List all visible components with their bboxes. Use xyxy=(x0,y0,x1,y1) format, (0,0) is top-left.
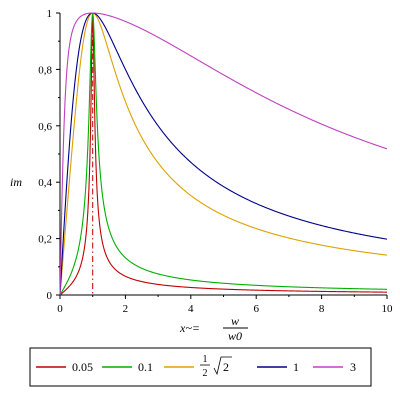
x-tick-label: 4 xyxy=(188,303,194,315)
legend-label-half-root2: 1 2 2 xyxy=(200,354,232,379)
y-tick-label: 0,6 xyxy=(38,121,52,133)
x-tick-label: 8 xyxy=(319,303,325,315)
x-tick-label: 2 xyxy=(123,303,129,315)
y-tick-label: 0 xyxy=(47,290,53,302)
axes xyxy=(59,13,387,296)
y-tick-label: 1 xyxy=(47,8,53,20)
series-line-1-2-2 xyxy=(59,12,388,295)
x-axis-label-numerator: w xyxy=(231,314,239,328)
x-axis-label-prefix: x~= xyxy=(179,321,200,335)
ticks: 0 2 4 6 8 10 0 0,2 0,4 0,6 0,8 1 xyxy=(38,8,393,315)
x-tick-label: 0 xyxy=(57,303,63,315)
legend-label-0.1: 0.1 xyxy=(138,360,153,374)
legend-fraction-numerator: 1 xyxy=(203,354,208,365)
legend-sqrt-icon xyxy=(213,356,232,376)
legend-fraction-denominator: 2 xyxy=(203,368,208,379)
series-line-0-05 xyxy=(59,12,387,296)
series-lines xyxy=(59,12,388,296)
series-line-0-1 xyxy=(59,12,388,296)
series-line-3 xyxy=(59,12,388,295)
series-line-1 xyxy=(59,12,388,295)
y-axis-label: im xyxy=(10,175,22,189)
legend-label-3: 3 xyxy=(350,360,356,374)
y-tick-label: 0,2 xyxy=(38,234,52,246)
x-axis-label: x~= w w0 xyxy=(179,314,248,343)
x-axis-label-denominator: w0 xyxy=(228,329,242,343)
x-tick-label: 10 xyxy=(382,303,394,315)
y-tick-label: 0,4 xyxy=(38,177,52,189)
x-tick-label: 6 xyxy=(253,303,259,315)
legend-label-0.05: 0.05 xyxy=(72,360,93,374)
legend-sqrt-radicand: 2 xyxy=(223,360,229,374)
y-tick-label: 0,8 xyxy=(38,64,52,76)
legend: 0.05 0.1 1 2 2 1 3 xyxy=(29,347,372,387)
legend-label-1: 1 xyxy=(293,360,299,374)
